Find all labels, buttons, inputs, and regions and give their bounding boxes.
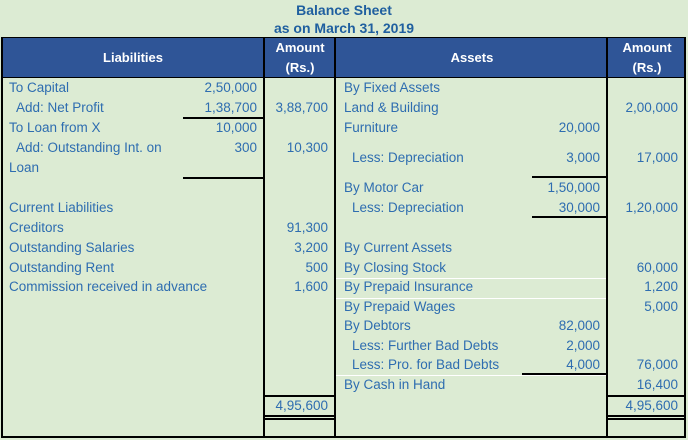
liab-label: Loan — [9, 160, 40, 175]
asset-label: By Closing Stock — [344, 260, 447, 275]
liab-sub: 2,50,000 — [204, 80, 257, 95]
gridline — [336, 278, 606, 279]
total-double-line-left-2 — [263, 418, 335, 420]
underline — [532, 216, 606, 218]
asset-label: Less: Depreciation — [352, 200, 464, 215]
liab-amount: 3,88,700 — [275, 100, 328, 115]
total-double-line-left-1 — [263, 415, 335, 417]
liab-label: Add: Net Profit — [16, 100, 104, 115]
liab-label: Add: Outstanding Int. on — [16, 140, 162, 155]
asset-sub: 1,50,000 — [547, 180, 600, 195]
asset-sub: 3,000 — [566, 150, 600, 165]
underline — [522, 373, 606, 375]
liab-label: Current Liabilities — [9, 200, 114, 215]
underline — [532, 176, 606, 178]
asset-amount: 2,00,000 — [625, 100, 678, 115]
border-bottom — [1, 436, 686, 438]
total-double-line-right-1 — [606, 415, 686, 417]
liab-amount: 10,300 — [286, 140, 328, 155]
asset-amount: 76,000 — [636, 357, 678, 372]
liab-label: Commission received in advance — [9, 279, 208, 294]
liab-sub: 1,38,700 — [204, 100, 257, 115]
total-double-line-right-2 — [606, 418, 686, 420]
total-line-top-right — [606, 395, 686, 397]
gridline — [336, 375, 606, 376]
divider-assets-amount — [606, 37, 608, 438]
header-liabilities: Liabilities — [103, 50, 163, 65]
asset-amount: 1,200 — [644, 279, 678, 294]
border-right — [684, 37, 686, 438]
asset-label: By Current Assets — [344, 240, 453, 255]
asset-amount: 60,000 — [636, 260, 678, 275]
liab-amount: 91,300 — [286, 220, 328, 235]
total-line-top-left — [263, 395, 335, 397]
asset-label: Less: Depreciation — [352, 150, 464, 165]
border-left — [1, 37, 3, 438]
asset-label: Furniture — [344, 120, 399, 135]
liab-amount: 500 — [305, 260, 328, 275]
header-amount-right-line1: Amount — [622, 40, 672, 55]
asset-label: By Debtors — [344, 318, 411, 333]
asset-label: By Cash in Hand — [344, 377, 446, 392]
asset-amount: 1,20,000 — [625, 200, 678, 215]
asset-sub: 2,000 — [566, 338, 600, 353]
header-amount-right-line2: (Rs.) — [632, 60, 662, 75]
underline — [183, 117, 263, 119]
header-amount-left-line2: (Rs.) — [285, 60, 315, 75]
header-amount-left-line1: Amount — [275, 40, 325, 55]
asset-label: By Prepaid Wages — [344, 299, 456, 314]
asset-sub: 30,000 — [558, 200, 600, 215]
liab-amount: 1,600 — [294, 279, 328, 294]
asset-sub: 20,000 — [558, 120, 600, 135]
page-title: Balance Sheet — [296, 2, 392, 18]
liab-sub: 10,000 — [215, 120, 257, 135]
header-assets: Assets — [450, 50, 494, 65]
asset-amount: 17,000 — [636, 150, 678, 165]
table-header: Liabilities Amount (Rs.) Assets Amount (… — [1, 37, 685, 78]
total-assets: 4,95,600 — [625, 398, 678, 413]
divider-liab-amount — [263, 37, 265, 438]
asset-label: By Fixed Assets — [344, 80, 441, 95]
asset-label: By Motor Car — [344, 180, 424, 195]
asset-sub: 4,000 — [566, 357, 600, 372]
asset-label: Land & Building — [344, 100, 439, 115]
liab-amount: 3,200 — [294, 240, 328, 255]
asset-label: By Prepaid Insurance — [344, 279, 474, 294]
liab-label: Creditors — [9, 220, 64, 235]
underline — [183, 177, 263, 179]
asset-label: Less: Further Bad Debts — [352, 338, 499, 353]
liab-label: Outstanding Rent — [9, 260, 115, 275]
asset-label: Less: Pro. for Bad Debts — [352, 357, 500, 372]
total-liabilities: 4,95,600 — [275, 398, 328, 413]
gridline — [336, 298, 606, 299]
liab-label: To Capital — [9, 80, 70, 95]
liab-label: Outstanding Salaries — [9, 240, 135, 255]
divider-assets — [334, 37, 336, 438]
asset-amount: 16,400 — [636, 377, 678, 392]
liab-label: To Loan from X — [9, 120, 101, 135]
asset-amount: 5,000 — [644, 299, 678, 314]
asset-sub: 82,000 — [558, 318, 600, 333]
liab-sub: 300 — [234, 140, 257, 155]
page-subtitle: as on March 31, 2019 — [273, 20, 415, 36]
